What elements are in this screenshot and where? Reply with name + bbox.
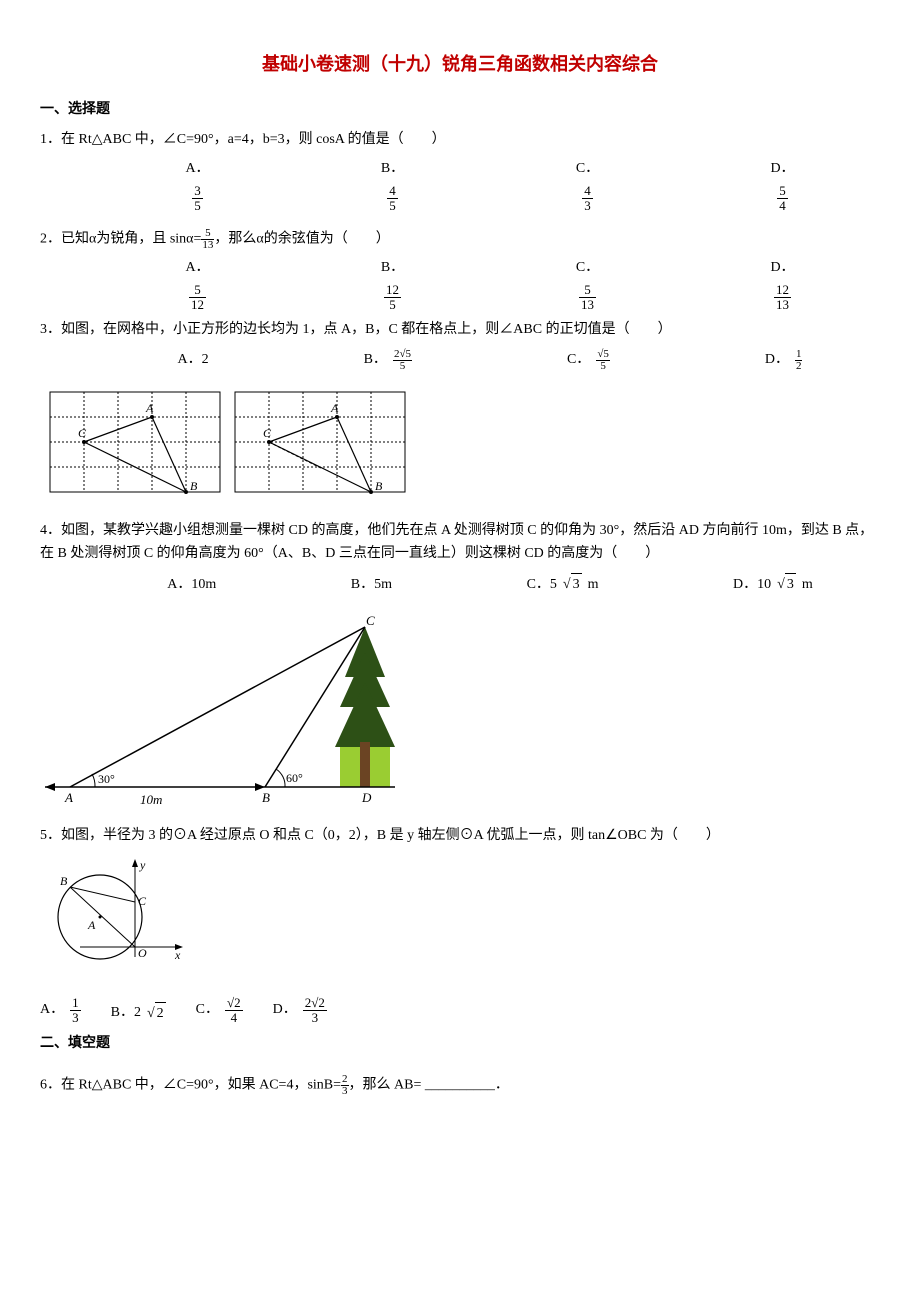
q4-option-a: A．10m [167, 574, 216, 596]
q1-option-d: D． 54 [753, 158, 813, 214]
svg-text:C: C [366, 613, 375, 628]
svg-text:x: x [174, 948, 181, 962]
q6-text-pre: 6．在 Rt△ABC 中，∠C=90°，如果 AC=4，sinB= [40, 1077, 341, 1092]
question-6: 6．在 Rt△ABC 中，∠C=90°，如果 AC=4，sinB=23，那么 A… [40, 1074, 880, 1097]
question-2: 2．已知α为锐角，且 sinα=513，那么α的余弦值为（ ） [40, 228, 880, 251]
fraction: 512 [189, 283, 206, 313]
option-label: D． [273, 999, 297, 1021]
q2-option-a: A． 512 [168, 257, 228, 313]
svg-text:B: B [375, 479, 383, 493]
q4-options: A．10m B．5m C．5√3m D．10√3m [100, 573, 880, 596]
q3-option-c: C． √55 [567, 349, 610, 372]
question-4: 4．如图，某教学兴趣小组想测量一棵树 CD 的高度，他们先在点 A 处测得树顶 … [40, 520, 880, 565]
question-1: 1．在 Rt△ABC 中，∠C=90°，a=4，b=3，则 cosA 的值是（ … [40, 129, 880, 151]
question-3: 3．如图，在网格中，小正方形的边长均为 1，点 A，B，C 都在格点上，则∠AB… [40, 319, 880, 341]
fraction: 513 [201, 228, 214, 251]
q3-options: A．2 B． 2√55 C． √55 D． 12 [100, 349, 880, 372]
option-label: C． [558, 158, 618, 180]
fraction: 1213 [774, 283, 791, 313]
fraction: 513 [579, 283, 596, 313]
q3-option-a: A．2 [177, 349, 208, 371]
q3-grid-diagram: C A B C A B [40, 382, 880, 510]
svg-text:y: y [139, 858, 146, 872]
fraction: 125 [384, 283, 401, 313]
fraction: 54 [777, 184, 788, 214]
q2-text-pre: 2．已知α为锐角，且 sinα= [40, 231, 201, 246]
page-title: 基础小卷速测（十九）锐角三角函数相关内容综合 [40, 50, 880, 79]
q4-option-c: C．5√3m [527, 573, 599, 596]
q1-option-b: B． 45 [363, 158, 423, 214]
q2-text-post: ，那么α的余弦值为（ ） [214, 231, 389, 246]
q4-tree-diagram: 30° 60° A B D C 10m [40, 607, 880, 815]
q2-options: A． 512 B． 125 C． 513 D． 1213 [100, 257, 880, 313]
fraction: 13 [70, 996, 81, 1026]
option-label: B． [363, 158, 423, 180]
svg-text:A: A [330, 401, 339, 415]
svg-text:B: B [262, 790, 270, 805]
fraction: √24 [225, 996, 243, 1026]
option-label: A． [168, 257, 228, 279]
q5-circle-diagram: y x O A B C [40, 857, 880, 985]
q1-option-c: C． 43 [558, 158, 618, 214]
option-label: A． [168, 158, 228, 180]
q5-option-b: B．2√2 [111, 1002, 166, 1025]
q1-options: A． 35 B． 45 C． 43 D． 54 [100, 158, 880, 214]
svg-text:D: D [361, 790, 372, 805]
q3-option-d: D． 12 [765, 349, 803, 372]
grid-label-b: B [190, 479, 198, 493]
svg-text:O: O [138, 946, 147, 960]
q1-option-a: A． 35 [168, 158, 228, 214]
svg-text:10m: 10m [140, 792, 162, 807]
section-1-header: 一、选择题 [40, 99, 880, 121]
svg-text:30°: 30° [98, 772, 115, 786]
option-label: D． [753, 158, 813, 180]
q3-option-b: B． 2√55 [364, 349, 412, 372]
fraction: 2√23 [303, 996, 327, 1026]
svg-text:60°: 60° [286, 771, 303, 785]
svg-text:A: A [87, 918, 96, 932]
option-label: C． [567, 349, 590, 371]
q5-option-a: A． 13 [40, 996, 81, 1026]
q6-text-post: ，那么 AB= __________． [349, 1077, 509, 1092]
q5-options: A． 13 B．2√2 C． √24 D． 2√23 [40, 996, 880, 1026]
q4-option-d: D．10√3m [733, 573, 813, 596]
fraction: 23 [341, 1074, 349, 1097]
svg-text:C: C [138, 894, 147, 908]
option-label: A． [40, 999, 64, 1021]
option-label: B． [364, 349, 387, 371]
option-label: D． [765, 349, 789, 371]
option-label: D． [753, 257, 813, 279]
grid-label-a: A [145, 401, 154, 415]
section-2-header: 二、填空题 [40, 1033, 880, 1055]
q2-option-c: C． 513 [558, 257, 618, 313]
fraction: 2√55 [393, 349, 412, 372]
q4-option-b: B．5m [351, 574, 392, 596]
q5-option-d: D． 2√23 [273, 996, 327, 1026]
fraction: 35 [192, 184, 203, 214]
fraction: 45 [387, 184, 398, 214]
grid-label-c: C [78, 426, 87, 440]
q5-option-c: C． √24 [196, 996, 243, 1026]
svg-text:C: C [263, 426, 272, 440]
q2-option-d: D． 1213 [753, 257, 813, 313]
fraction: 12 [795, 349, 803, 372]
svg-text:B: B [60, 874, 68, 888]
option-label: C． [558, 257, 618, 279]
svg-text:A: A [64, 790, 73, 805]
option-label: C． [196, 999, 219, 1021]
q2-option-b: B． 125 [363, 257, 423, 313]
option-label: B． [363, 257, 423, 279]
fraction: 43 [582, 184, 593, 214]
question-5: 5．如图，半径为 3 的⊙A 经过原点 O 和点 C（0，2），B 是 y 轴左… [40, 825, 880, 847]
fraction: √55 [596, 349, 610, 372]
